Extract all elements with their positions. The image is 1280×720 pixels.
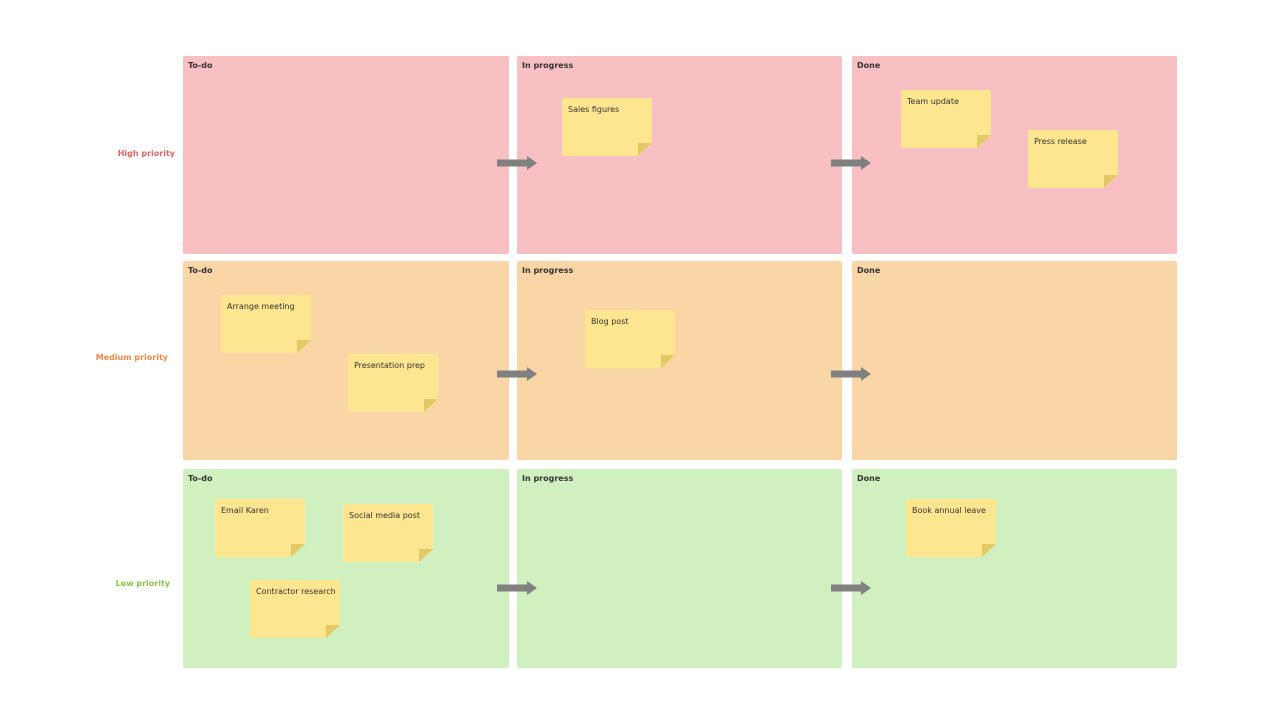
arrow-shape [831, 367, 871, 381]
column-title: To-do [188, 61, 213, 70]
sticky-note[interactable]: Book annual leave [906, 499, 996, 557]
sticky-note[interactable]: Sales figures [562, 98, 652, 156]
note-text: Blog post [591, 317, 629, 326]
column-title: Done [857, 266, 881, 275]
note-text: Team update [907, 97, 959, 106]
swimlane-cell: To-do [183, 56, 509, 254]
arrow-shape [497, 367, 537, 381]
arrow-shape [831, 581, 871, 595]
column-title: To-do [188, 474, 213, 483]
note-text: Arrange meeting [227, 302, 295, 311]
sticky-note[interactable]: Presentation prep [348, 354, 438, 412]
arrow [831, 581, 871, 595]
sticky-note[interactable]: Blog post [585, 310, 675, 368]
arrow-shape [831, 156, 871, 170]
note-text: Press release [1034, 137, 1087, 146]
swimlane-cell: In progress [517, 469, 842, 668]
note-text: Sales figures [568, 105, 620, 114]
sticky-note[interactable]: Team update [901, 90, 991, 148]
arrow-shape [497, 581, 537, 595]
swimlane-cell: To-do [183, 261, 509, 460]
sticky-note[interactable]: Press release [1028, 130, 1118, 188]
column-title: In progress [522, 474, 574, 483]
arrow [497, 367, 537, 381]
note-text: Book annual leave [912, 506, 986, 515]
column-title: Done [857, 61, 881, 70]
row-label: Low priority [115, 579, 170, 588]
arrow [497, 581, 537, 595]
note-text: Presentation prep [354, 361, 425, 370]
arrow [831, 367, 871, 381]
swimlane-cell: To-do [183, 469, 509, 668]
column-title: In progress [522, 61, 574, 70]
swimlane-cell: Done [852, 56, 1177, 254]
sticky-note[interactable]: Arrange meeting [221, 295, 311, 353]
column-title: To-do [188, 266, 213, 275]
sticky-note[interactable]: Contractor research [250, 580, 340, 638]
swimlane-cell: In progress [517, 261, 842, 460]
column-title: Done [857, 474, 881, 483]
arrow-shape [497, 156, 537, 170]
swimlane-cell: Done [852, 469, 1177, 668]
row-label: Medium priority [95, 353, 168, 362]
note-text: Email Karen [221, 506, 269, 515]
note-text: Social media post [349, 511, 420, 520]
arrow [497, 156, 537, 170]
column-title: In progress [522, 266, 574, 275]
row-label: High priority [117, 149, 175, 158]
note-text: Contractor research [256, 587, 336, 596]
sticky-note[interactable]: Social media post [343, 504, 433, 562]
arrow [831, 156, 871, 170]
sticky-note[interactable]: Email Karen [215, 499, 305, 557]
swimlane-cell: Done [852, 261, 1177, 460]
